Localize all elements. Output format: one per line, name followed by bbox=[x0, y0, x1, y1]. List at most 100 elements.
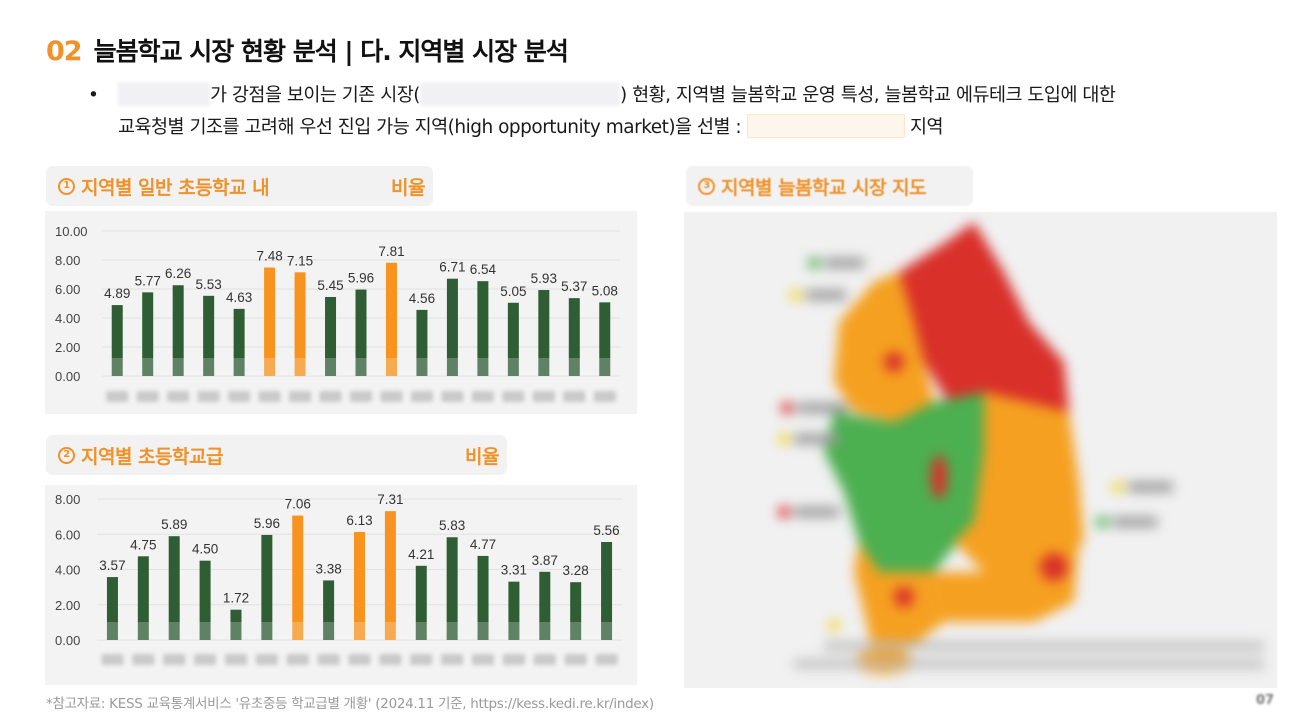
chart1-title-tail: 비율 bbox=[391, 176, 425, 199]
x-tick-label bbox=[441, 391, 464, 402]
bar-value-label: 7.31 bbox=[377, 492, 403, 507]
map-graphic bbox=[778, 222, 1264, 674]
chart1-title: 1 지역별 일반 초등학교 내 비율 bbox=[46, 166, 433, 206]
section-title: 늘봄학교 시장 현황 분석 | 다. 지역별 시장 분석 bbox=[93, 37, 569, 66]
bar bbox=[599, 302, 611, 376]
bar bbox=[203, 295, 215, 376]
bullet-text: 가 강점을 보이는 기존 시장( bbox=[210, 85, 420, 106]
x-tick-label bbox=[132, 654, 155, 665]
bar-value-label: 4.77 bbox=[470, 537, 496, 552]
bullet-line-2: 교육청별 기조를 고려해 우선 진입 가능 지역(high opportunit… bbox=[118, 112, 1288, 144]
redacted-text bbox=[419, 82, 620, 106]
chart2-title-tail: 비율 bbox=[465, 445, 499, 468]
bar-value-label: 4.21 bbox=[408, 547, 434, 562]
x-tick-label bbox=[224, 654, 247, 665]
bar-value-label: 5.53 bbox=[196, 277, 222, 292]
chart2-title-text: 지역별 초등학교급 bbox=[81, 445, 223, 468]
bar-value-label: 6.71 bbox=[439, 260, 465, 275]
bar bbox=[415, 565, 427, 640]
x-tick-label bbox=[255, 654, 278, 665]
bar bbox=[477, 281, 489, 376]
bullet-text: ) 현황, 지역별 늘봄학교 운영 특성, 늘봄학교 에듀테크 도입에 대한 bbox=[619, 85, 1116, 106]
bar-value-label: 5.45 bbox=[317, 278, 343, 293]
bar bbox=[446, 278, 458, 376]
bar bbox=[570, 582, 582, 640]
chart2-title: 2 지역별 초등학교급 비율 bbox=[46, 435, 507, 475]
y-tick-label: 0.00 bbox=[55, 369, 80, 384]
x-tick-label bbox=[317, 654, 340, 665]
bar bbox=[230, 609, 242, 640]
y-tick-label: 6.00 bbox=[55, 282, 80, 297]
chart1-panel: 0.00 2.00 4.00 6.00 8.00 10.00 4.89 5.77 6.26 5.5… bbox=[45, 211, 637, 414]
bar bbox=[292, 515, 304, 640]
bar bbox=[137, 556, 149, 640]
x-tick-label bbox=[197, 391, 220, 402]
bar bbox=[261, 534, 273, 640]
x-tick-label bbox=[595, 654, 618, 665]
bar bbox=[507, 302, 519, 376]
bar bbox=[416, 309, 428, 376]
chart2-bar-chart: 0.00 2.00 4.00 6.00 8.00 3.57 4.75 5.89 4.50 1.72… bbox=[55, 492, 622, 665]
chart1-title-text: 지역별 일반 초등학교 내 bbox=[81, 176, 270, 199]
bar-value-label: 6.26 bbox=[165, 266, 191, 281]
x-tick-label bbox=[563, 391, 586, 402]
bar bbox=[601, 542, 613, 640]
bar-value-label: 7.06 bbox=[285, 497, 311, 512]
bullet-text: 교육청별 기조를 고려해 우선 진입 가능 지역(high opportunit… bbox=[118, 117, 742, 138]
bar-value-label: 3.28 bbox=[563, 563, 589, 578]
x-tick-label bbox=[350, 391, 372, 402]
map-title: 3 지역별 늘봄학교 시장 지도 bbox=[686, 166, 973, 206]
y-tick-label: 0.00 bbox=[55, 633, 80, 648]
bar bbox=[539, 571, 551, 640]
y-tick-label: 6.00 bbox=[55, 527, 80, 542]
bar-value-label: 4.56 bbox=[409, 291, 435, 306]
bar-value-label: 3.87 bbox=[532, 553, 558, 568]
korea-market-map bbox=[684, 212, 1277, 688]
x-tick-label bbox=[228, 391, 251, 402]
bar bbox=[568, 298, 580, 376]
bar-value-label: 5.89 bbox=[161, 517, 187, 532]
bar bbox=[325, 296, 337, 376]
bar-value-label: 5.05 bbox=[500, 284, 526, 299]
bar bbox=[385, 262, 397, 376]
y-tick-label: 8.00 bbox=[55, 492, 80, 507]
bar bbox=[111, 305, 123, 376]
x-tick-label bbox=[380, 391, 403, 402]
x-tick-label bbox=[502, 391, 525, 402]
y-tick-label: 2.00 bbox=[55, 340, 80, 355]
map-title-text: 지역별 늘봄학교 시장 지도 bbox=[721, 176, 927, 199]
bar bbox=[354, 531, 365, 640]
x-tick-label bbox=[471, 391, 494, 402]
bar-value-label: 5.77 bbox=[135, 273, 161, 288]
bar-value-label: 5.93 bbox=[531, 271, 557, 286]
chart2-panel: 0.00 2.00 4.00 6.00 8.00 3.57 4.75 5.89 4.50 1.72… bbox=[45, 485, 637, 685]
bar-value-label: 4.50 bbox=[192, 542, 218, 557]
x-tick-label bbox=[593, 391, 616, 402]
bar bbox=[142, 292, 154, 376]
bar-value-label: 7.48 bbox=[256, 249, 282, 264]
bar-value-label: 6.13 bbox=[346, 513, 372, 528]
section-number: 02 bbox=[46, 36, 83, 67]
bar-value-label: 3.38 bbox=[315, 561, 341, 576]
bar-value-label: 5.56 bbox=[593, 523, 619, 538]
circled-number-icon: 1 bbox=[58, 177, 75, 195]
redacted-text bbox=[746, 114, 905, 138]
bar-value-label: 7.15 bbox=[287, 253, 313, 268]
x-tick-label bbox=[564, 654, 587, 665]
bar bbox=[538, 290, 550, 376]
y-tick-label: 2.00 bbox=[55, 598, 80, 613]
chart1-bar-chart: 0.00 2.00 4.00 6.00 8.00 10.00 4.89 5.77 6.26 5.5… bbox=[55, 224, 620, 402]
summary-bullet: • 가 강점을 보이는 기존 시장() 현황, 지역별 늘봄학교 운영 특성, … bbox=[88, 80, 1288, 144]
bar bbox=[199, 560, 211, 640]
y-tick-label: 4.00 bbox=[55, 311, 80, 326]
page-number: 07 bbox=[1256, 693, 1275, 708]
source-footnote: *참고자료: KESS 교육통계서비스 '유초중등 학교급별 개황' (2024… bbox=[46, 696, 654, 712]
bar bbox=[355, 289, 367, 376]
bar-value-label: 5.08 bbox=[592, 283, 618, 298]
x-tick-label bbox=[136, 391, 159, 402]
y-tick-label: 8.00 bbox=[55, 253, 80, 268]
bar bbox=[172, 285, 184, 376]
circled-number-icon: 3 bbox=[698, 177, 715, 195]
bullet-line-1: 가 강점을 보이는 기존 시장( ) 현황, 지역별 늘봄학교 운영 특성, 늘봄… bbox=[118, 80, 1288, 112]
x-tick-label bbox=[533, 654, 556, 665]
